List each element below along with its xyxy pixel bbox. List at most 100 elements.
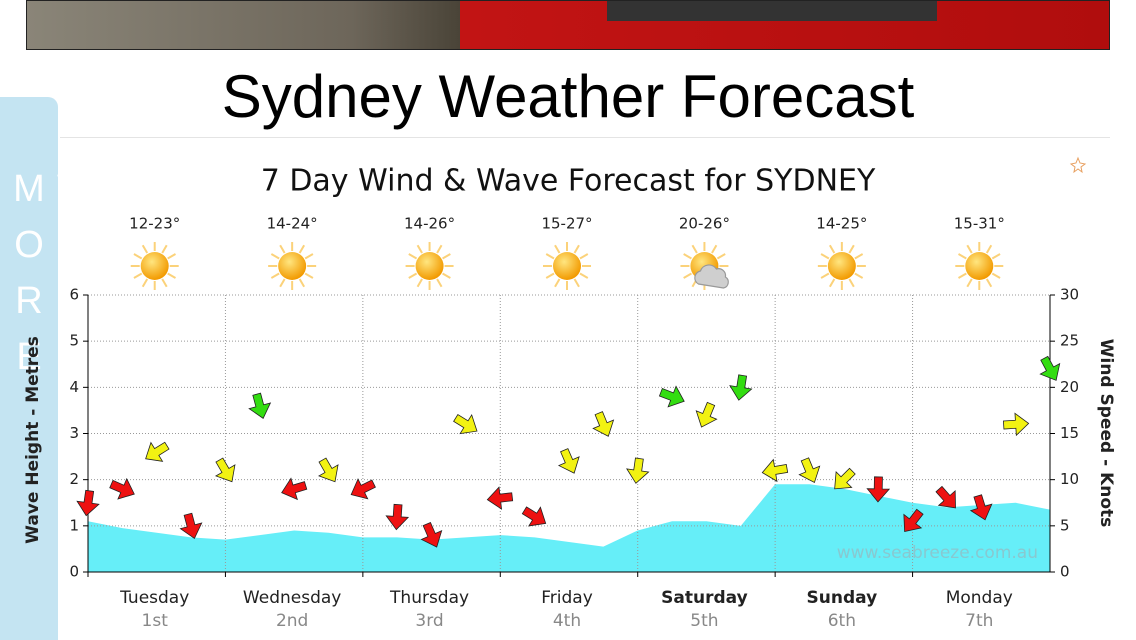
wind-arrow — [903, 508, 924, 532]
sun-ray — [820, 272, 830, 279]
sun-ray — [298, 244, 306, 254]
y-tick-label: 5 — [69, 332, 79, 350]
sun-ray — [442, 253, 451, 260]
sun-ray — [554, 244, 561, 254]
temperature: 12-23° — [129, 215, 180, 233]
x-tick-label: Saturday — [661, 588, 748, 608]
sun-ray — [304, 253, 314, 260]
y-tick-label: 2 — [69, 470, 79, 488]
sun-ray — [545, 253, 555, 260]
wind-arrow — [557, 448, 580, 474]
sun-ray — [579, 272, 589, 279]
weather-icon — [543, 242, 591, 290]
weather-icon — [268, 242, 317, 290]
y2-tick-label: 20 — [1060, 378, 1079, 396]
sun-ray — [958, 253, 967, 260]
wind-arrow — [486, 486, 514, 510]
banner-overlay — [607, 1, 937, 21]
wind-arrow — [248, 392, 272, 419]
cloud — [694, 264, 729, 289]
x-tick-date: 3rd — [415, 611, 443, 631]
x-tick-label: Friday — [541, 588, 593, 608]
wind-arrow — [1039, 355, 1061, 381]
y-tick-label: 3 — [69, 424, 79, 442]
sun-ray — [828, 244, 836, 254]
wind-arrow — [834, 467, 856, 490]
wind-arrow — [798, 457, 821, 484]
x-tick-label: Thursday — [389, 588, 469, 608]
x-tick-label: Monday — [946, 588, 1013, 608]
divider — [60, 137, 1110, 138]
wind-arrow — [592, 411, 615, 437]
wind-arrow — [866, 476, 891, 503]
sun-ray — [691, 244, 698, 254]
wind-arrow — [521, 506, 547, 527]
y2-tick-label: 15 — [1060, 424, 1079, 442]
weather-icon — [817, 242, 866, 290]
sun-ray — [828, 278, 836, 288]
x-tick-date: 4th — [553, 611, 581, 631]
y2-tick-label: 25 — [1060, 332, 1079, 350]
watermark: www.seabreeze.com.au — [837, 543, 1038, 563]
favorite-star[interactable] — [1069, 156, 1087, 174]
sun-ray — [167, 272, 176, 279]
wind-arrow — [969, 494, 993, 521]
x-tick-label: Sunday — [807, 588, 878, 608]
sun-ray — [854, 253, 864, 260]
y-tick-label: 0 — [69, 563, 79, 581]
wind-arrow — [385, 503, 410, 531]
sun-ray — [167, 253, 176, 260]
wind-arrow — [109, 477, 135, 500]
sun — [553, 252, 581, 280]
chart: 7 Day Wind & Wave Forecast for SYDNEY 0 1… — [23, 156, 1116, 631]
y-tick-label: 6 — [69, 286, 79, 304]
sun — [278, 252, 307, 280]
sun-ray — [270, 272, 280, 279]
sun-ray — [711, 244, 718, 254]
temperature: 14-25° — [816, 215, 867, 233]
sun-ray — [408, 272, 418, 279]
wind-arrow — [761, 458, 789, 483]
sun-ray — [991, 253, 1001, 260]
y-tick-label: 4 — [69, 378, 79, 396]
temperature: 15-27° — [541, 215, 592, 233]
side-tab[interactable] — [0, 97, 58, 640]
x-tick-date: 5th — [690, 611, 718, 631]
temperature: 14-24° — [267, 215, 318, 233]
wind-arrow — [281, 477, 308, 501]
chart-title: 7 Day Wind & Wave Forecast for SYDNEY — [261, 164, 876, 199]
sun-ray — [854, 272, 864, 279]
x-tick-label: Wednesday — [243, 588, 341, 608]
sun — [415, 252, 444, 280]
sun-ray — [991, 272, 1001, 279]
sun-ray — [985, 278, 993, 288]
sun-ray — [683, 253, 692, 260]
weather-icon — [130, 242, 179, 290]
sun-ray — [161, 244, 168, 254]
sun-ray — [161, 278, 168, 288]
x-tick-date: 7th — [965, 611, 993, 631]
weather-icon — [680, 242, 729, 290]
sun-ray — [820, 253, 830, 260]
wind-arrow — [350, 478, 376, 500]
sun-ray — [554, 278, 561, 288]
page-title: Sydney Weather Forecast — [221, 63, 915, 130]
sun-ray — [304, 272, 314, 279]
sun-ray — [545, 272, 555, 279]
sun-ray — [716, 253, 726, 260]
sun-ray — [298, 278, 306, 288]
wind-arrow — [420, 521, 443, 548]
side-tab-label[interactable]: MORE WEAT — [8, 168, 96, 392]
sun-ray — [141, 244, 149, 254]
y2-tick-label: 30 — [1060, 286, 1079, 304]
wind-arrow — [729, 374, 753, 401]
weather-icon — [405, 242, 454, 290]
sun-ray — [985, 244, 993, 254]
banner-image[interactable] — [26, 0, 1110, 50]
x-tick-date: 2nd — [276, 611, 308, 631]
sun-ray — [408, 253, 418, 260]
temperature: 20-26° — [679, 215, 730, 233]
sun-ray — [573, 278, 580, 288]
x-tick-date: 1st — [142, 611, 169, 631]
wind-arrow — [658, 385, 685, 408]
